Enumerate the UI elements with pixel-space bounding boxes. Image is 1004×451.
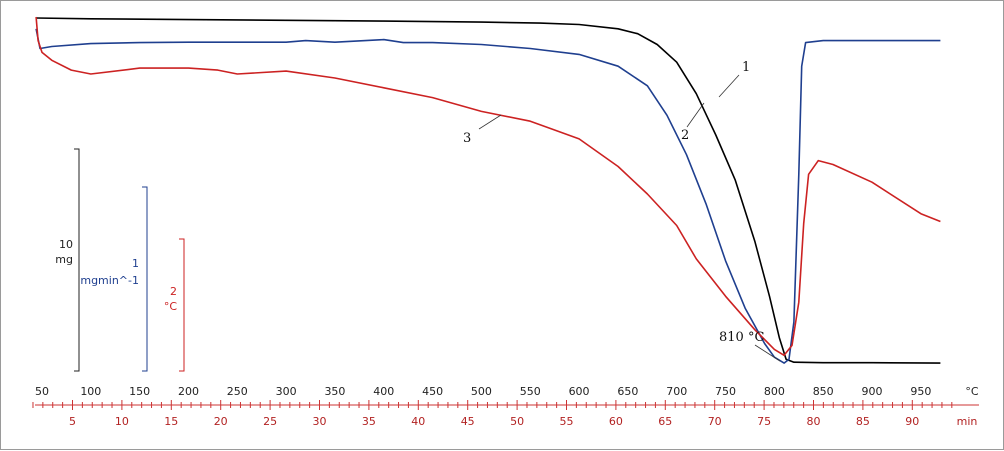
curve-series-2: [35, 28, 941, 364]
temperature-tick-label-200: 200: [178, 385, 199, 398]
annotation-810c: 810 °C: [719, 330, 764, 345]
time-tick-label-75: 75: [757, 415, 771, 428]
time-tick-label-60: 60: [609, 415, 623, 428]
temperature-tick-label-550: 550: [520, 385, 541, 398]
time-tick-label-45: 45: [461, 415, 475, 428]
curve-label-leader-2: [686, 102, 705, 128]
temperature-tick-label-600: 600: [569, 385, 590, 398]
time-tick-label-35: 35: [362, 415, 376, 428]
temperature-tick-label-500: 500: [471, 385, 492, 398]
time-tick-label-55: 55: [560, 415, 574, 428]
scale-bar-value-2: 1: [132, 257, 139, 270]
time-tick-label-65: 65: [658, 415, 672, 428]
temperature-tick-label-100: 100: [80, 385, 101, 398]
time-tick-label-50: 50: [510, 415, 524, 428]
scale-bar-3: [179, 238, 185, 372]
time-axis: 5 10 15 20 25 30 35 40 45 50 55 60 65 70 75 80 85 90 min: [32, 400, 979, 428]
curve-label-1: 1: [742, 60, 750, 75]
curve-series-3: [35, 16, 941, 357]
temperature-tick-label-150: 150: [129, 385, 150, 398]
time-tick-label-30: 30: [313, 415, 327, 428]
curve-label-leader-3: [478, 114, 502, 130]
time-tick-label-20: 20: [214, 415, 228, 428]
scale-bar-unit-3: °C: [164, 300, 178, 313]
time-tick-label-90: 90: [905, 415, 919, 428]
time-tick-label-15: 15: [164, 415, 178, 428]
temperature-unit-label: °C: [965, 385, 979, 398]
temperature-tick-label-450: 450: [422, 385, 443, 398]
temperature-tick-label-250: 250: [227, 385, 248, 398]
temperature-tick-label-900: 900: [862, 385, 883, 398]
annotation-leader-810: [754, 344, 781, 362]
temperature-tick-label-950: 950: [910, 385, 931, 398]
scale-bar-unit-1: mg: [55, 253, 73, 266]
temperature-tick-label-800: 800: [764, 385, 785, 398]
temperature-tick-label-750: 750: [715, 385, 736, 398]
curves: [35, 16, 941, 364]
scale-bar-value-1: 10: [59, 238, 73, 251]
time-tick-label-85: 85: [856, 415, 870, 428]
scale-bar-unit-2: mgmin^-1: [80, 274, 139, 287]
temperature-tick-label-50: 50: [35, 385, 49, 398]
time-tick-label-10: 10: [115, 415, 129, 428]
temperature-tick-label-700: 700: [666, 385, 687, 398]
temperature-tick-label-650: 650: [617, 385, 638, 398]
time-tick-label-40: 40: [411, 415, 425, 428]
temperature-axis: 50 100 150 200 250 300 350 400 450 500 550 600 650 70…: [35, 385, 979, 398]
curve-label-3: 3: [463, 131, 471, 146]
temperature-tick-label-300: 300: [276, 385, 297, 398]
time-unit-label: min: [957, 415, 978, 428]
curve-label-2: 2: [681, 128, 689, 143]
temperature-tick-label-350: 350: [324, 385, 345, 398]
time-tick-label-5: 5: [69, 415, 76, 428]
scale-bar-1: [74, 148, 80, 372]
scale-bars: 10 mg 1 mgmin^-1 2 °C: [55, 148, 185, 372]
annotations: 810 °C 1 2 3: [463, 60, 781, 362]
scale-bar-value-3: 2: [170, 285, 177, 298]
time-tick-label-25: 25: [263, 415, 277, 428]
time-tick-label-70: 70: [708, 415, 722, 428]
scale-bar-2: [142, 186, 148, 372]
curve-label-leader-1: [718, 74, 740, 98]
time-tick-label-80: 80: [807, 415, 821, 428]
temperature-tick-label-400: 400: [373, 385, 394, 398]
temperature-tick-label-850: 850: [813, 385, 834, 398]
